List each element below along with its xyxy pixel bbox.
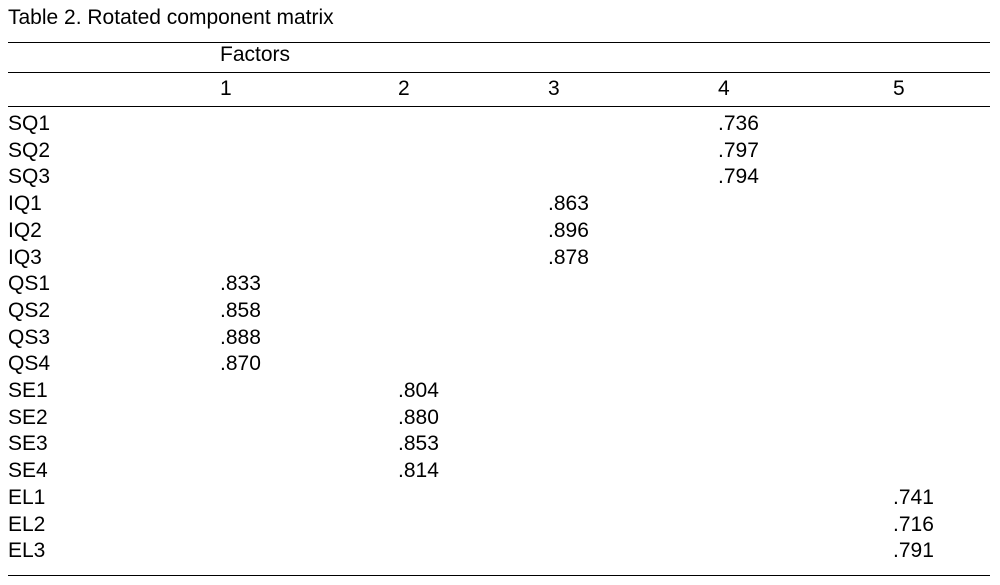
rule <box>8 106 990 107</box>
table-title: Table 2. Rotated component matrix <box>8 6 334 29</box>
cell: .814 <box>398 459 439 483</box>
rule <box>8 72 990 73</box>
row-label: SQ3 <box>8 165 51 189</box>
row-label: SE3 <box>8 432 48 456</box>
cell: .870 <box>220 352 261 376</box>
row-label: IQ1 <box>8 192 42 216</box>
row-label: SQ1 <box>8 112 51 135</box>
cell: .858 <box>220 298 261 322</box>
cell: .833 <box>220 272 261 296</box>
row-label: SE1 <box>8 379 48 402</box>
cell: .791 <box>893 539 934 563</box>
row-label: SE4 <box>8 459 48 483</box>
row-label: QS2 <box>8 298 51 322</box>
cell: .853 <box>398 432 439 456</box>
row-label: EL2 <box>8 512 46 536</box>
rule <box>8 42 990 43</box>
row-label: SQ2 <box>8 138 51 162</box>
cell: .736 <box>718 112 759 135</box>
column-header: 5 <box>893 77 905 100</box>
cell: .878 <box>548 245 589 269</box>
row-label: QS3 <box>8 325 51 349</box>
cell: .804 <box>398 379 439 402</box>
row-label: QS1 <box>8 272 51 296</box>
cell: .888 <box>220 325 261 349</box>
column-header: 4 <box>718 77 730 100</box>
cell: .794 <box>718 165 759 189</box>
cell: .863 <box>548 192 589 216</box>
row-label: QS4 <box>8 352 51 376</box>
row-label: SE2 <box>8 405 48 429</box>
column-header: 2 <box>398 77 410 100</box>
cell: .741 <box>893 485 934 509</box>
row-label: EL3 <box>8 539 46 563</box>
column-header: 1 <box>220 77 232 100</box>
row-label: IQ2 <box>8 218 42 242</box>
cell: .716 <box>893 512 934 536</box>
cell: .896 <box>548 218 589 242</box>
cell: .797 <box>718 138 759 162</box>
row-label: IQ3 <box>8 245 42 269</box>
row-label: EL1 <box>8 485 46 509</box>
group-header: Factors <box>220 43 291 66</box>
column-header: 3 <box>548 77 560 100</box>
cell: .880 <box>398 405 439 429</box>
rule <box>8 575 990 576</box>
